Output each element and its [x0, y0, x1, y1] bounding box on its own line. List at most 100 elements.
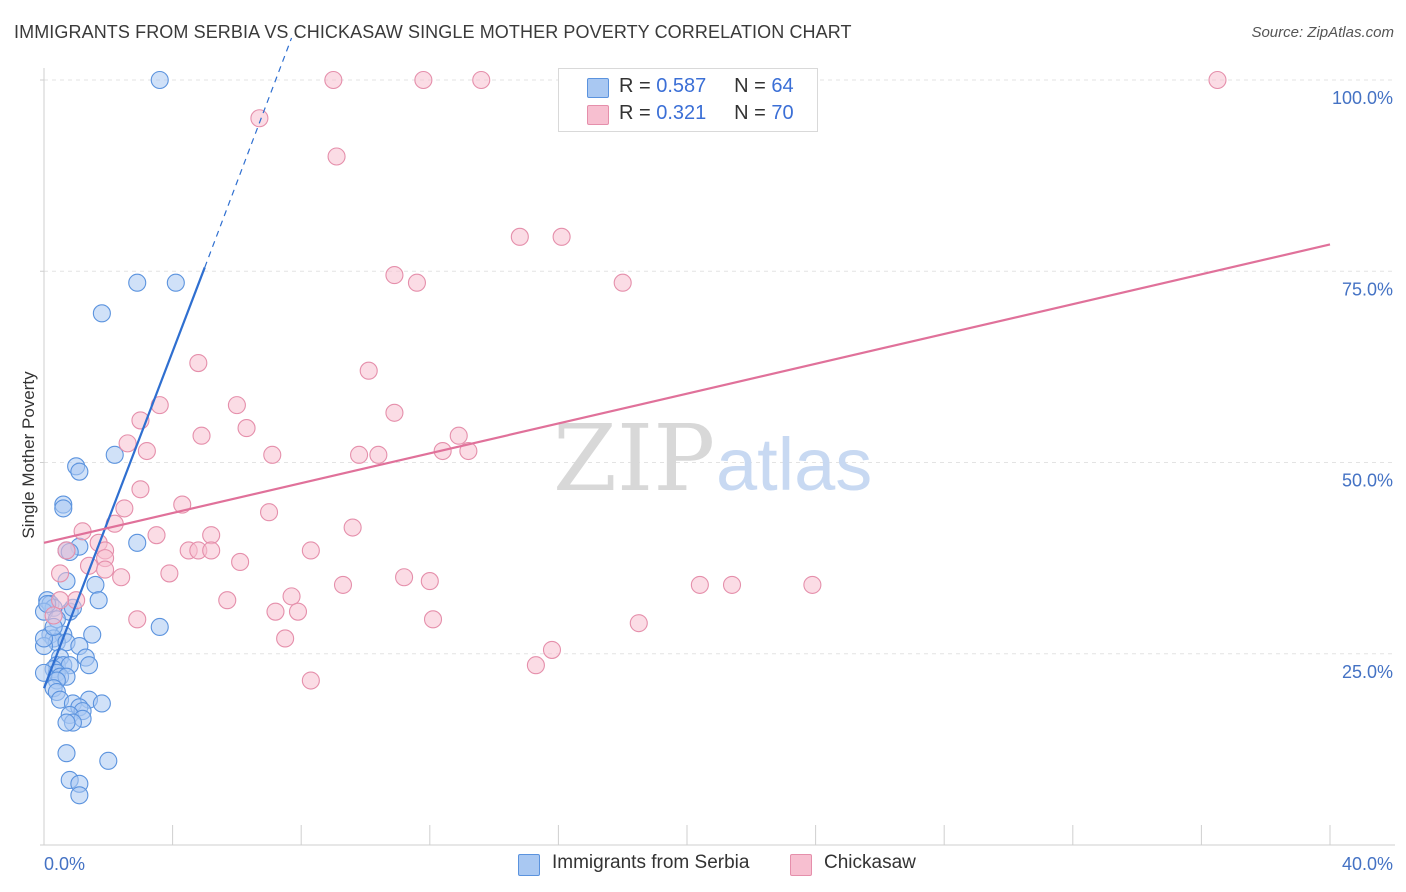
data-point-chickasaw	[722, 575, 742, 594]
data-point-chickasaw	[259, 503, 279, 522]
data-point-chickasaw	[44, 606, 63, 625]
trend-lines	[42, 37, 1331, 689]
data-point-chickasaw	[96, 560, 115, 579]
legend-n-label: N =	[734, 102, 766, 124]
data-point-serbia	[86, 575, 105, 594]
legend-n-value-serbia: 64	[771, 75, 794, 97]
data-point-serbia	[89, 591, 108, 610]
data-point-chickasaw	[552, 227, 571, 246]
bottom-legend-swatch-serbia	[518, 854, 540, 876]
data-point-serbia	[166, 273, 185, 292]
x-tick-label: 0.0%	[44, 854, 85, 874]
data-point-serbia	[150, 617, 169, 637]
data-point-chickasaw	[350, 445, 369, 464]
legend-r-label: R =	[619, 75, 651, 97]
data-point-chickasaw	[218, 591, 237, 610]
data-point-chickasaw	[237, 419, 256, 438]
legend-n-label: N =	[734, 75, 766, 97]
data-point-serbia	[150, 70, 169, 90]
data-point-chickasaw	[414, 70, 433, 90]
data-point-serbia	[92, 694, 111, 713]
data-point-chickasaw	[73, 522, 92, 541]
data-point-chickasaw	[282, 587, 301, 606]
data-point-chickasaw	[301, 671, 320, 690]
data-point-serbia	[92, 304, 111, 323]
data-point-chickasaw	[369, 445, 388, 464]
data-point-chickasaw	[420, 572, 439, 591]
data-point-chickasaw	[472, 70, 491, 90]
data-point-serbia	[79, 656, 99, 675]
bottom-legend-swatch-chickasaw	[790, 854, 812, 876]
data-point-chickasaw	[1208, 70, 1227, 90]
legend-swatch-chickasaw	[587, 105, 609, 125]
data-point-chickasaw	[137, 441, 156, 461]
chart-title: IMMIGRANTS FROM SERBIA VS CHICKASAW SING…	[14, 22, 852, 42]
data-point-chickasaw	[359, 361, 378, 380]
series-serbia-points	[34, 70, 185, 805]
data-point-chickasaw	[327, 147, 346, 166]
trend-line-chickasaw	[43, 243, 1331, 544]
watermark-atlas: atlas	[716, 423, 872, 506]
data-point-chickasaw	[112, 568, 131, 587]
data-point-chickasaw	[301, 541, 320, 560]
trend-line-serbia	[42, 267, 206, 689]
bottom-legend-label-chickasaw: Chickasaw	[824, 852, 916, 873]
data-point-chickasaw	[526, 656, 545, 675]
data-point-chickasaw	[613, 273, 632, 292]
data-point-serbia	[57, 713, 76, 732]
data-point-chickasaw	[51, 564, 70, 583]
data-point-chickasaw	[231, 552, 250, 572]
axes	[40, 68, 1395, 846]
data-point-chickasaw	[395, 568, 414, 587]
source-label: Source: ZipAtlas.com	[1251, 24, 1394, 41]
y-axis-title: Single Mother Poverty	[19, 371, 38, 539]
x-tick-label: 40.0%	[1342, 854, 1393, 874]
legend-r-label: R =	[619, 102, 651, 124]
trend-line-serbia-extension	[204, 37, 293, 268]
legend-r-value-serbia: 0.587	[656, 75, 707, 97]
data-point-chickasaw	[407, 273, 426, 292]
bottom-legend-label-serbia: Immigrants from Serbia	[552, 852, 750, 873]
data-point-chickasaw	[115, 499, 134, 518]
data-point-chickasaw	[147, 526, 166, 545]
y-tick-label: 25.0%	[1342, 662, 1393, 682]
tick-labels: 25.0% 50.0% 75.0% 100.0% 0.0% 40.0%	[44, 88, 1393, 874]
data-point-chickasaw	[266, 602, 285, 621]
watermark-zip: ZIP	[553, 405, 715, 512]
legend-swatch-serbia	[587, 78, 609, 98]
data-point-serbia	[54, 499, 73, 518]
legend-n-value-chickasaw: 70	[771, 102, 794, 124]
data-point-chickasaw	[128, 610, 147, 629]
data-point-chickasaw	[423, 610, 443, 629]
data-point-chickasaw	[542, 640, 562, 659]
data-point-chickasaw	[227, 396, 246, 415]
data-point-chickasaw	[449, 426, 468, 445]
y-tick-label: 50.0%	[1342, 471, 1393, 491]
data-point-serbia	[70, 786, 89, 805]
data-point-chickasaw	[118, 434, 137, 453]
data-point-chickasaw	[51, 591, 70, 610]
legend-r-value-chickasaw: 0.321	[656, 102, 707, 124]
data-point-chickasaw	[288, 602, 308, 621]
data-point-chickasaw	[250, 109, 269, 128]
data-point-chickasaw	[803, 575, 822, 594]
data-point-chickasaw	[510, 227, 529, 246]
y-tick-label: 100.0%	[1332, 88, 1393, 108]
data-point-chickasaw	[333, 575, 353, 594]
data-point-chickasaw	[385, 266, 404, 285]
data-point-serbia	[105, 445, 124, 464]
data-point-serbia	[128, 533, 147, 552]
data-point-chickasaw	[276, 629, 295, 648]
data-point-chickasaw	[202, 541, 221, 560]
watermark: ZIP atlas	[553, 405, 872, 512]
data-point-serbia	[99, 751, 118, 770]
series-chickasaw-points	[44, 70, 1227, 690]
data-point-serbia	[128, 273, 147, 292]
data-point-chickasaw	[459, 441, 478, 461]
data-point-chickasaw	[385, 403, 404, 422]
y-tick-label: 75.0%	[1342, 279, 1393, 299]
legend-box: R = 0.587 N = 64 R = 0.321 N = 70	[558, 68, 818, 132]
data-point-chickasaw	[189, 353, 208, 373]
data-point-chickasaw	[690, 575, 709, 594]
